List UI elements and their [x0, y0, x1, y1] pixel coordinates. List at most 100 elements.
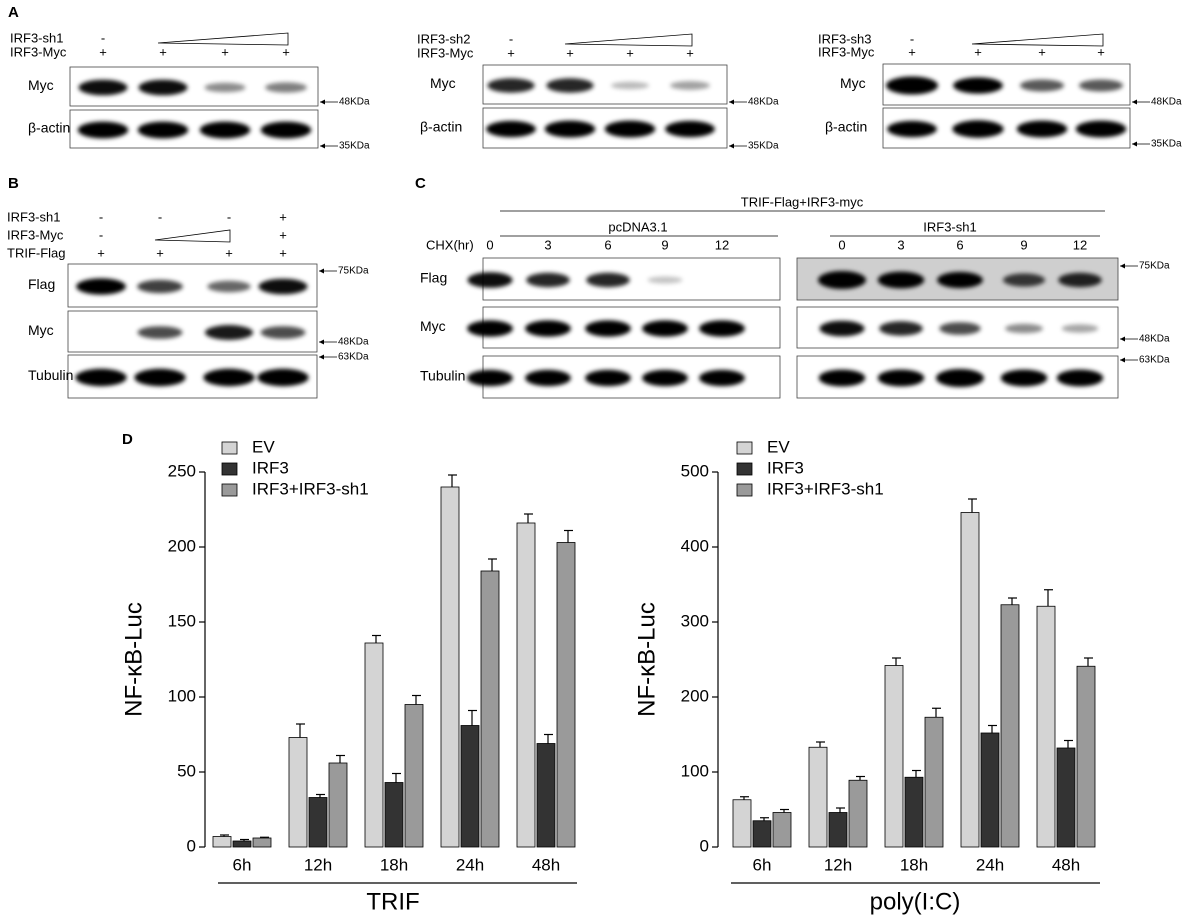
sign: + [279, 245, 287, 260]
legend-label: IRF3 [252, 458, 289, 477]
panel-label: C [415, 175, 426, 192]
band [138, 79, 188, 96]
bands [467, 369, 745, 387]
row-label: TRIF-Flag [7, 245, 66, 260]
sign: + [1038, 44, 1046, 59]
y-tick-label: 50 [177, 761, 196, 780]
band [1016, 120, 1068, 138]
band [546, 78, 594, 93]
sign: + [282, 44, 290, 59]
marker-label: 63KDa [338, 352, 369, 363]
sign: + [279, 209, 287, 224]
arrow-head [319, 354, 324, 360]
y-tick-label: 200 [168, 536, 196, 555]
band-label: Flag [28, 276, 55, 292]
sign: - [158, 209, 162, 224]
band [76, 278, 126, 295]
band [586, 272, 630, 288]
legend-swatch [736, 483, 753, 497]
y-tick-label: 300 [681, 611, 709, 630]
marker-label: 75KDa [1139, 261, 1170, 272]
band [879, 321, 923, 336]
arrow-head [320, 143, 325, 149]
x-tick-label: 6h [753, 855, 772, 874]
sign: - [227, 209, 231, 224]
legend-swatch [736, 462, 753, 476]
panel-label: A [8, 4, 19, 21]
band [699, 369, 745, 387]
time: 0 [838, 237, 845, 252]
bands [137, 325, 306, 340]
band [818, 369, 866, 387]
band [257, 368, 309, 387]
sign: + [1097, 44, 1105, 59]
band-label: β-actin [825, 119, 867, 135]
band [199, 121, 251, 139]
y-tick-label: 100 [168, 686, 196, 705]
marker-label: 48KDa [339, 97, 370, 108]
band [265, 82, 307, 93]
bands [818, 271, 1102, 289]
bar [232, 840, 252, 848]
band [665, 120, 715, 138]
band [467, 320, 513, 337]
bar [404, 704, 424, 848]
panel-label: D [122, 431, 133, 448]
band [1002, 273, 1046, 287]
marker-label: 48KDa [1151, 97, 1182, 108]
bar [960, 512, 980, 848]
band [260, 326, 306, 339]
band [604, 120, 656, 138]
time: 12 [715, 237, 729, 252]
arrow-head [729, 143, 734, 149]
marker-label: 35KDa [1151, 139, 1182, 150]
y-tick-label: 150 [168, 611, 196, 630]
band [204, 325, 254, 340]
arrow-head [1132, 141, 1137, 147]
bands [77, 121, 312, 139]
band [134, 368, 186, 387]
band-label: Myc [28, 322, 54, 338]
legend-swatch [221, 462, 238, 476]
marker-label: 75KDa [338, 266, 369, 277]
sign: - [910, 31, 914, 46]
band-label: Myc [420, 318, 446, 334]
band [487, 78, 535, 93]
row-label: IRF3-sh1 [7, 209, 60, 224]
legend-label: IRF3+IRF3-sh1 [252, 479, 369, 498]
band [585, 369, 631, 387]
y-tick-label: 400 [681, 536, 709, 555]
band [585, 320, 631, 337]
bands [487, 78, 710, 93]
arrow-head [1120, 336, 1125, 342]
band [525, 320, 571, 337]
sign: + [159, 44, 167, 59]
sign: + [626, 45, 634, 60]
legend-label: IRF3+IRF3-sh1 [767, 479, 884, 498]
bar [516, 522, 536, 848]
band-label: β-actin [420, 119, 462, 135]
band [952, 120, 1004, 138]
bands [76, 278, 308, 295]
arrow-head [1120, 357, 1125, 363]
band-label: Flag [420, 270, 447, 286]
row-label: IRF3-Myc [417, 45, 474, 60]
band [642, 369, 688, 387]
time: 12 [1073, 237, 1087, 252]
band-label: Myc [840, 75, 866, 91]
bar [732, 799, 752, 848]
y-tick-label: 500 [681, 461, 709, 480]
sign: + [97, 245, 105, 260]
band [525, 369, 571, 387]
marker-label: 48KDa [338, 337, 369, 348]
band [1078, 79, 1124, 92]
band [953, 77, 1003, 94]
arrow-head [319, 339, 324, 345]
row-label: IRF3-sh1 [10, 30, 63, 45]
sign: - [509, 31, 513, 46]
band [818, 271, 866, 289]
band [207, 280, 251, 293]
bar [212, 836, 232, 848]
time: 6 [956, 237, 963, 252]
